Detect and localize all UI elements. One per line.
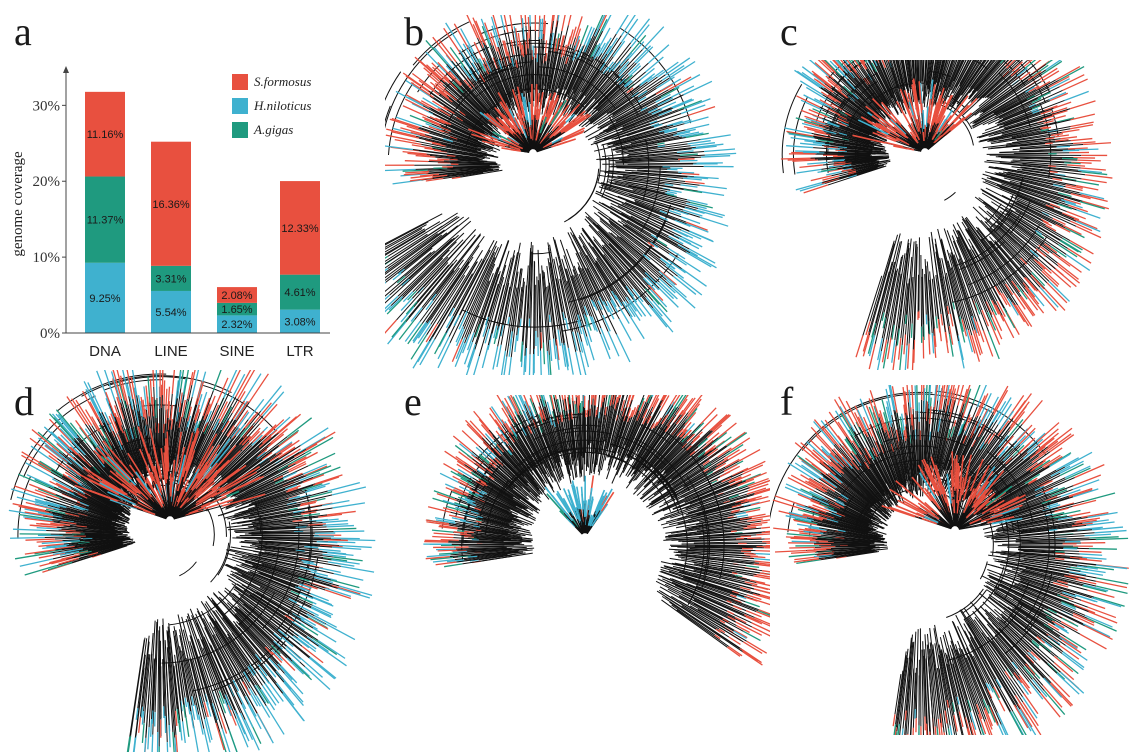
- x-tick-label: LTR: [286, 343, 313, 360]
- y-tick-label: 0%: [40, 326, 60, 342]
- legend-label: S.formosus: [254, 74, 311, 89]
- phylogenetic-tree-e: [423, 395, 770, 666]
- bar-segment: [280, 309, 320, 333]
- y-tick-label: 30%: [33, 98, 61, 114]
- bar-segment: [151, 290, 191, 333]
- tree-branches: [385, 15, 737, 375]
- y-axis-label: genome coverage: [10, 151, 26, 257]
- bar-value-label: 5.54%: [155, 307, 186, 319]
- bar-value-label: 1.65%: [221, 304, 252, 316]
- bar-segment: [85, 91, 125, 177]
- bar-segment: [217, 302, 257, 316]
- bar-segment: [280, 181, 320, 275]
- tree-branches: [423, 395, 770, 666]
- legend-swatch: [232, 98, 248, 114]
- bar-value-label: 11.37%: [87, 215, 124, 227]
- bar-value-label: 9.25%: [89, 293, 120, 305]
- panel-letter-c: c: [780, 9, 798, 54]
- panel-letter-d: d: [14, 379, 34, 424]
- tree-branches: [780, 60, 1113, 370]
- x-tick-label: DNA: [89, 343, 121, 360]
- x-tick-label: LINE: [154, 343, 187, 360]
- bar-segment: [85, 262, 125, 333]
- y-tick-label: 20%: [33, 174, 61, 190]
- panel-letter-a: a: [14, 9, 32, 54]
- phylogenetic-tree-b: [385, 15, 737, 375]
- legend-label: H.niloticus: [253, 98, 311, 113]
- tree-branches: [770, 385, 1129, 735]
- bar-segment: [217, 315, 257, 333]
- bar-value-label: 2.32%: [221, 319, 252, 331]
- bar-segment: [151, 141, 191, 266]
- phylogenetic-tree-d: [8, 370, 376, 752]
- stacked-bar-chart: 9.25% 11.37% 11.16% 5.54% 3.31% 16.36% 2.32% 1.…: [10, 66, 330, 360]
- bar-value-label: 3.31%: [155, 273, 186, 285]
- phylogenetic-tree-c: [780, 60, 1113, 370]
- bar-segment: [280, 274, 320, 310]
- y-axis-arrow: [63, 66, 69, 73]
- bar-value-label: 2.08%: [221, 290, 252, 302]
- y-tick-label: 10%: [33, 250, 61, 266]
- legend-swatch: [232, 74, 248, 90]
- bar-segment: [85, 176, 125, 263]
- bar-segment: [151, 265, 191, 291]
- phylogenetic-tree-f: [770, 385, 1129, 735]
- bar-value-label: 11.16%: [87, 129, 124, 141]
- panel-letter-b: b: [404, 9, 424, 54]
- panel-letter-f: f: [780, 379, 794, 424]
- bar-value-label: 16.36%: [152, 199, 190, 211]
- x-tick-label: SINE: [219, 343, 254, 360]
- bar-value-label: 4.61%: [284, 287, 315, 299]
- tree-branches: [8, 370, 376, 752]
- legend-swatch: [232, 122, 248, 138]
- bar-value-label: 3.08%: [284, 316, 315, 328]
- panel-letter-e: e: [404, 379, 422, 424]
- bar-segment: [217, 287, 257, 303]
- legend-label: A.gigas: [253, 122, 293, 137]
- bar-value-label: 12.33%: [281, 223, 319, 235]
